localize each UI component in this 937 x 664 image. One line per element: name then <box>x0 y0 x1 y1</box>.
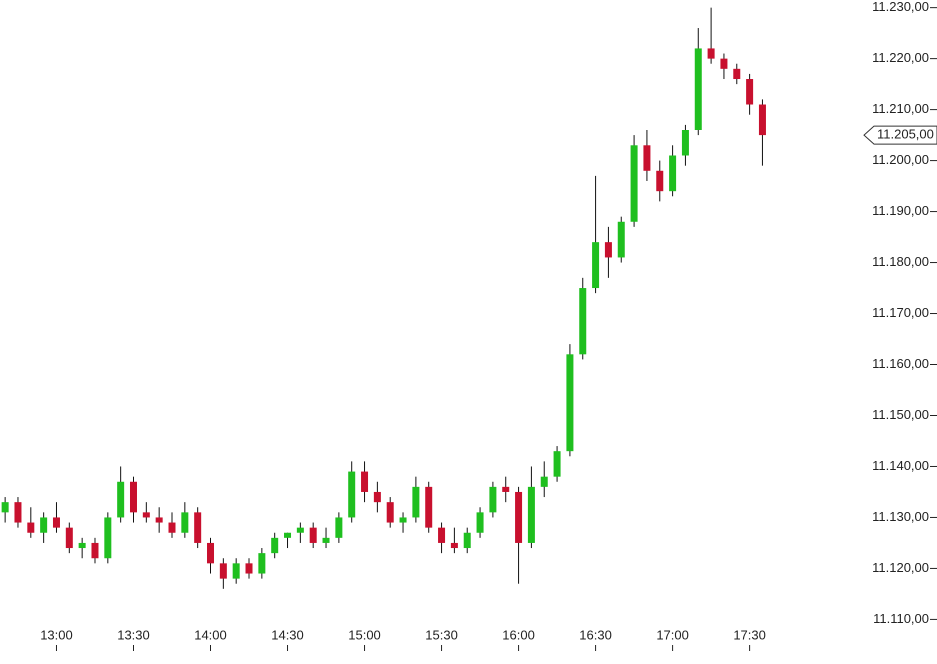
candle-body <box>284 532 292 538</box>
x-tick-label: 17:30 <box>733 627 766 642</box>
candle-body <box>258 553 266 574</box>
candle-body <box>232 563 240 579</box>
x-tick-label: 16:30 <box>579 627 612 642</box>
y-tick-label: 11.230,00 <box>872 0 929 14</box>
candle-body <box>348 471 356 518</box>
candle-body <box>553 451 561 477</box>
y-tick-label: 11.170,00 <box>872 305 929 320</box>
y-tick-label: 11.190,00 <box>872 203 929 218</box>
candle-body <box>720 58 728 69</box>
y-tick-label: 11.200,00 <box>872 152 929 167</box>
x-tick-label: 15:30 <box>425 627 458 642</box>
x-tick-label: 14:00 <box>194 627 227 642</box>
candle-body <box>386 502 394 523</box>
candle-body <box>296 527 304 533</box>
candle-body <box>694 48 702 130</box>
candle-body <box>373 491 381 503</box>
candle-body <box>14 502 22 523</box>
candle-body <box>476 512 484 533</box>
candle-body <box>540 476 548 487</box>
candle-body <box>40 517 48 533</box>
candle-body <box>489 486 497 513</box>
candle-body <box>733 68 741 80</box>
candle-body <box>630 145 638 222</box>
candle-body <box>194 512 202 543</box>
x-tick-label: 14:30 <box>271 627 304 642</box>
last-price-box <box>863 125 937 145</box>
candle-body <box>669 155 677 192</box>
candle-body <box>104 517 112 559</box>
candle-body <box>707 48 715 59</box>
candle-body <box>142 512 150 518</box>
candle-body <box>579 288 587 355</box>
y-tick-label: 11.140,00 <box>872 458 929 473</box>
candle-body <box>207 542 215 564</box>
candle-body <box>617 221 625 258</box>
candle-body <box>592 242 600 289</box>
candle-body <box>78 542 86 549</box>
candle-body <box>181 512 189 533</box>
candle-body <box>566 354 574 452</box>
candle-body <box>219 563 227 579</box>
y-tick-label: 11.180,00 <box>872 254 929 269</box>
candle-body <box>450 542 458 549</box>
candle-body <box>271 537 279 554</box>
y-tick-label: 11.110,00 <box>873 611 929 626</box>
candle-body <box>309 527 317 543</box>
x-tick-label: 15:00 <box>348 627 381 642</box>
candle-body <box>527 486 535 543</box>
candle-body <box>129 481 137 513</box>
x-tick-label: 13:30 <box>117 627 150 642</box>
candle-body <box>746 79 754 105</box>
candle-body <box>155 517 163 523</box>
x-tick-label: 16:00 <box>502 627 535 642</box>
x-tick-label: 17:00 <box>656 627 689 642</box>
y-tick-label: 11.210,00 <box>872 101 929 116</box>
y-tick-label: 11.220,00 <box>872 50 929 65</box>
candle-body <box>361 471 369 492</box>
candle-body <box>1 502 9 513</box>
candle-body <box>515 491 523 543</box>
candle-body <box>65 527 73 549</box>
last-price-label: 11.205,00 <box>877 127 934 142</box>
candle-body <box>322 537 330 543</box>
candle-body <box>168 522 176 533</box>
candle-body <box>463 532 471 549</box>
y-tick-label: 11.150,00 <box>872 407 929 422</box>
candle-body <box>604 242 612 258</box>
candle-body <box>27 522 35 533</box>
candle-body <box>656 170 664 192</box>
candle-body <box>91 542 99 559</box>
candle-body <box>681 130 689 156</box>
candle-body <box>758 104 766 136</box>
candle-body <box>438 527 446 543</box>
candle-body <box>52 517 60 528</box>
y-tick-label: 11.160,00 <box>872 356 929 371</box>
y-tick-label: 11.120,00 <box>872 560 929 575</box>
candle-body <box>245 563 253 574</box>
candle-body <box>425 486 433 528</box>
candle-body <box>335 517 343 538</box>
x-tick-label: 13:00 <box>40 627 73 642</box>
candle-body <box>412 486 420 518</box>
candle-body <box>643 145 651 171</box>
candle-body <box>117 481 125 518</box>
candle-body <box>502 486 510 492</box>
y-tick-label: 11.130,00 <box>872 509 929 524</box>
candle-body <box>399 517 407 523</box>
